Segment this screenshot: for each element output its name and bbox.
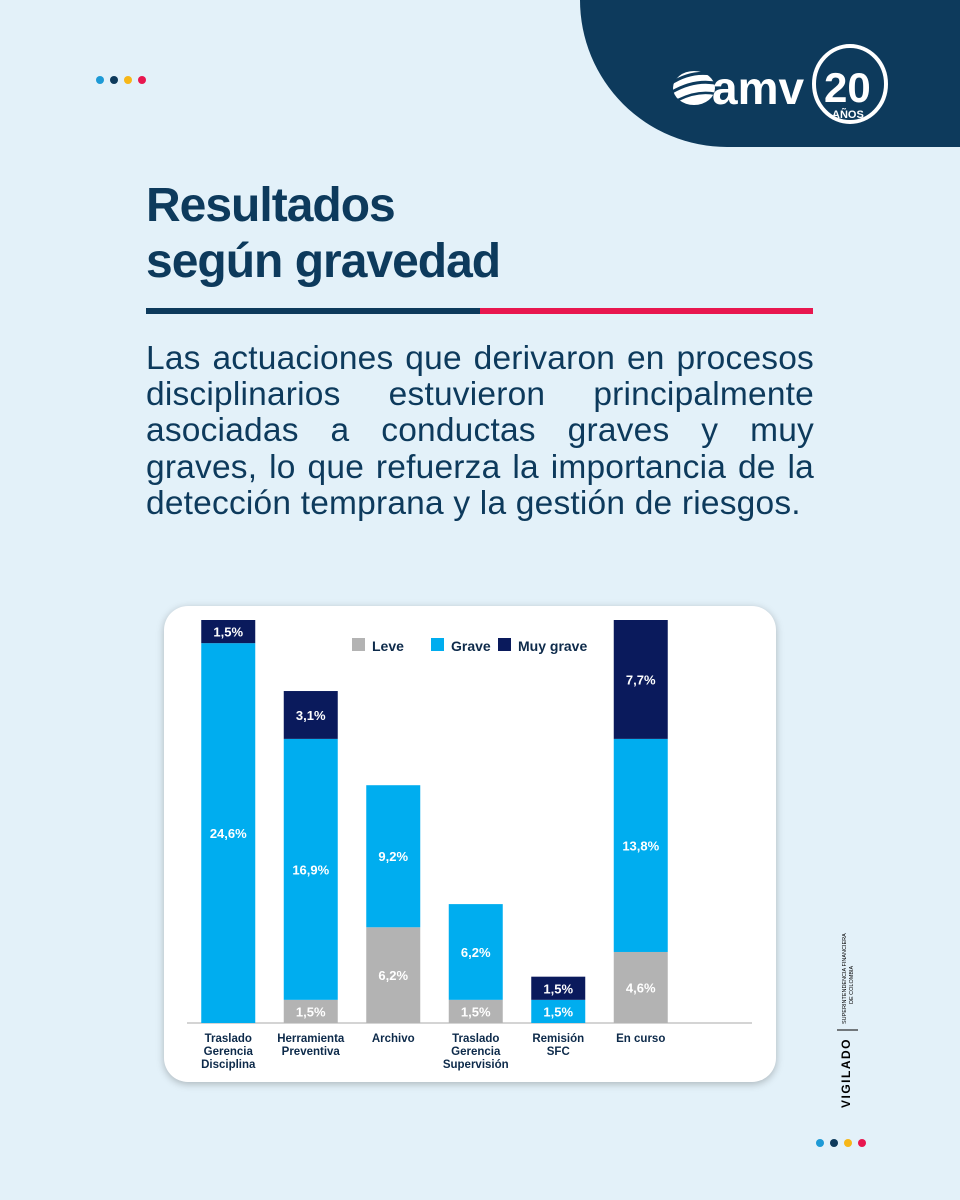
category-label: Herramienta bbox=[277, 1033, 345, 1045]
legend-label: Leve bbox=[372, 638, 404, 654]
category-label: Preventiva bbox=[282, 1046, 341, 1058]
data-label: 9,2% bbox=[378, 849, 408, 864]
logo-anniversary-number: 20 bbox=[824, 64, 871, 111]
bar-segment-grave bbox=[201, 643, 256, 1023]
category-label: Supervisión bbox=[443, 1059, 509, 1071]
data-label: 1,5% bbox=[213, 625, 243, 640]
page-title-line-1: Resultados bbox=[146, 179, 396, 232]
decorative-dots-bottom bbox=[816, 1139, 866, 1147]
seal-label: VIGILADO bbox=[839, 1038, 853, 1108]
divider-red-segment bbox=[480, 308, 813, 314]
legend-swatch bbox=[498, 638, 511, 651]
category-label: Traslado bbox=[452, 1033, 499, 1045]
data-label: 1,5% bbox=[543, 1004, 573, 1019]
page-title-line-2: según gravedad bbox=[146, 235, 501, 288]
legend-label: Grave bbox=[451, 638, 491, 654]
category-label: Disciplina bbox=[201, 1059, 256, 1071]
dot bbox=[830, 1139, 838, 1147]
logo-ring bbox=[812, 44, 888, 124]
bar-segment-grave bbox=[531, 999, 586, 1023]
bar-segment-leve bbox=[613, 951, 668, 1023]
logo-wordmark: amv bbox=[712, 62, 804, 114]
data-label: 1,5% bbox=[296, 1004, 326, 1019]
data-label: 4,6% bbox=[626, 980, 656, 995]
dot bbox=[816, 1139, 824, 1147]
data-label: 13,8% bbox=[622, 838, 659, 853]
bar-segment-leve bbox=[283, 999, 338, 1023]
data-label: 3,1% bbox=[296, 708, 326, 723]
bar-segment-muy-grave bbox=[283, 691, 338, 739]
bar-segment-muy-grave bbox=[531, 976, 586, 1000]
bar-segment-leve bbox=[366, 927, 421, 1023]
category-label: Remisión bbox=[532, 1033, 584, 1045]
logo-globe-icon bbox=[669, 71, 721, 105]
stacked-bar-chart: 24,6%1,5%TrasladoGerenciaDisciplina1,5%1… bbox=[187, 620, 752, 1071]
page-title: Resultados según gravedad bbox=[146, 178, 501, 290]
data-label: 1,5% bbox=[461, 1004, 491, 1019]
divider-navy-segment bbox=[146, 308, 480, 314]
category-label: Archivo bbox=[372, 1033, 415, 1045]
bar-segment-grave bbox=[366, 785, 421, 928]
category-label: SFC bbox=[547, 1046, 570, 1058]
dot bbox=[124, 76, 132, 84]
intro-paragraph: Las actuaciones que derivaron en proceso… bbox=[146, 340, 814, 522]
logo-anniversary-label: AÑOS bbox=[832, 108, 864, 121]
dot bbox=[858, 1139, 866, 1147]
data-label: 6,2% bbox=[378, 968, 408, 983]
data-label: 6,2% bbox=[461, 945, 491, 960]
bar-segment-leve bbox=[448, 999, 503, 1023]
seal-org-line-2: DE COLOMBIA bbox=[849, 965, 855, 1004]
chart-card: 24,6% 1,5% Traslado Gerencia Disciplina 1,5% 1… bbox=[164, 606, 776, 1082]
dot bbox=[110, 76, 118, 84]
category-label: Gerencia bbox=[204, 1046, 254, 1058]
bar-segment-grave bbox=[448, 904, 503, 1000]
bar-segment-muy-grave bbox=[613, 620, 668, 739]
title-divider bbox=[146, 308, 813, 314]
category-label: En curso bbox=[616, 1033, 665, 1045]
seal-org-line-1: SUPERINTENDENCIA FINANCIERA bbox=[842, 933, 848, 1024]
data-label: 24,6% bbox=[210, 826, 247, 841]
bar-segment-grave bbox=[283, 738, 338, 1000]
category-label: Traslado bbox=[205, 1033, 252, 1045]
bar-segment-grave bbox=[613, 738, 668, 952]
legend-label: Muy grave bbox=[518, 638, 587, 654]
data-label: 7,7% bbox=[626, 672, 656, 687]
bar-segment-muy-grave bbox=[201, 620, 256, 644]
amv-logo: amv 20 AÑOS bbox=[669, 44, 888, 124]
category-label: Gerencia bbox=[451, 1046, 501, 1058]
legend-swatch bbox=[352, 638, 365, 651]
data-label: 1,5% bbox=[543, 981, 573, 996]
dot bbox=[138, 76, 146, 84]
dot bbox=[96, 76, 104, 84]
legend-swatch bbox=[431, 638, 444, 651]
vigilado-seal: VIGILADO SUPERINTENDENCIA FINANCIERA DE … bbox=[837, 933, 858, 1108]
data-label: 16,9% bbox=[292, 862, 329, 877]
dot bbox=[844, 1139, 852, 1147]
decorative-dots-top bbox=[96, 76, 146, 84]
